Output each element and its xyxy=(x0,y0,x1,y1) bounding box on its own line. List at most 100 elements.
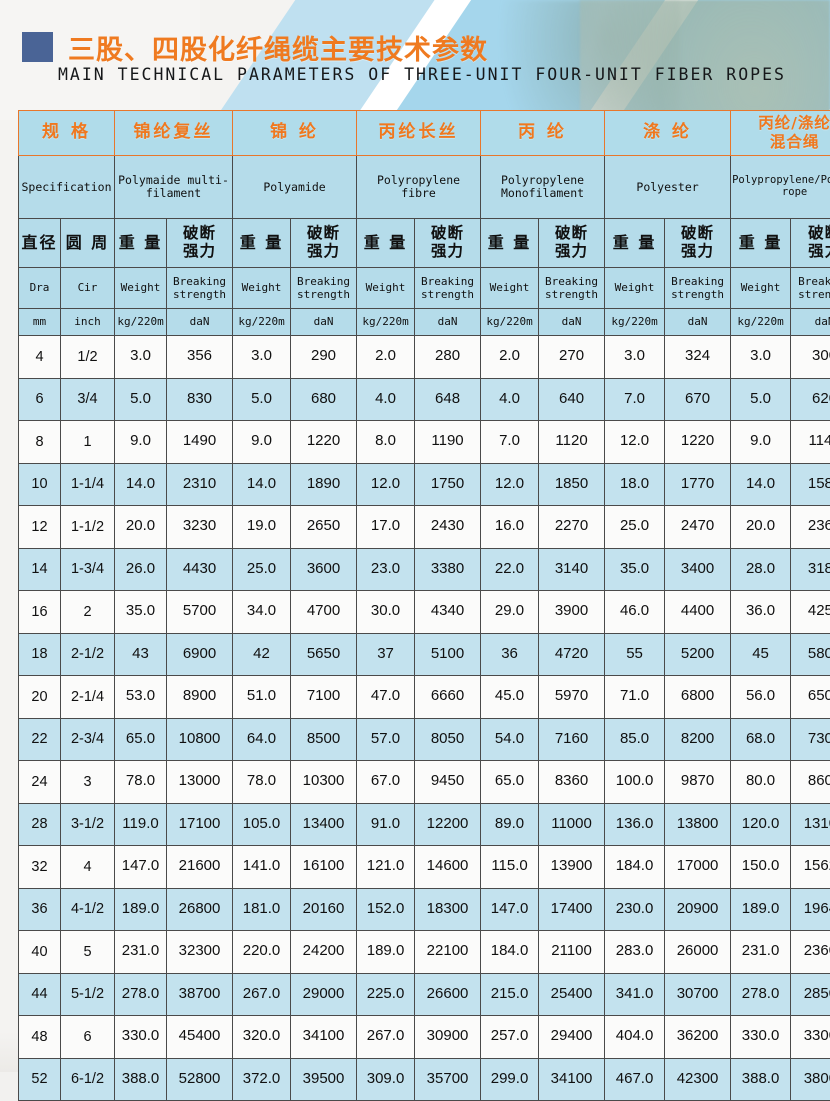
cell-circumference: 3/4 xyxy=(61,378,115,421)
cell-weight-4: 45.0 xyxy=(481,676,539,719)
cell-breaking-strength-5: 5200 xyxy=(665,633,731,676)
cell-weight-5: 100.0 xyxy=(605,761,665,804)
cell-diameter: 10 xyxy=(19,463,61,506)
subheader-en-weight-1: Weight xyxy=(115,268,167,309)
material-en-specification: Specification xyxy=(19,156,115,219)
cell-weight-4: 184.0 xyxy=(481,931,539,974)
cell-breaking-strength-6: 620 xyxy=(791,378,830,421)
cell-breaking-strength-1: 52800 xyxy=(167,1058,233,1101)
cell-circumference: 5 xyxy=(61,931,115,974)
cell-breaking-strength-5: 17000 xyxy=(665,846,731,889)
cell-breaking-strength-1: 830 xyxy=(167,378,233,421)
cell-diameter: 24 xyxy=(19,761,61,804)
cell-breaking-strength-4: 8360 xyxy=(539,761,605,804)
cell-breaking-strength-1: 4430 xyxy=(167,548,233,591)
cell-weight-1: 9.0 xyxy=(115,421,167,464)
cell-breaking-strength-4: 640 xyxy=(539,378,605,421)
cell-breaking-strength-5: 2470 xyxy=(665,506,731,549)
cell-weight-3: 30.0 xyxy=(357,591,415,634)
group-title-polyamide: 锦 纶 xyxy=(233,111,357,156)
table-material-english-row: Specification Polymaide multi-filament P… xyxy=(19,156,830,219)
cell-breaking-strength-4: 25400 xyxy=(539,973,605,1016)
cell-breaking-strength-5: 8200 xyxy=(665,718,731,761)
cell-breaking-strength-4: 21100 xyxy=(539,931,605,974)
subheader-cn-breaking-2: 破断强力 xyxy=(291,219,357,268)
cell-breaking-strength-5: 36200 xyxy=(665,1016,731,1059)
cell-weight-3: 8.0 xyxy=(357,421,415,464)
cell-diameter: 22 xyxy=(19,718,61,761)
cell-breaking-strength-3: 35700 xyxy=(415,1058,481,1101)
cell-weight-4: 89.0 xyxy=(481,803,539,846)
cell-weight-1: 231.0 xyxy=(115,931,167,974)
cell-circumference: 5-1/2 xyxy=(61,973,115,1016)
cell-breaking-strength-6: 6500 xyxy=(791,676,830,719)
cell-breaking-strength-4: 5970 xyxy=(539,676,605,719)
cell-breaking-strength-2: 1220 xyxy=(291,421,357,464)
cell-breaking-strength-2: 5650 xyxy=(291,633,357,676)
cell-breaking-strength-3: 3380 xyxy=(415,548,481,591)
group-title-polyester: 涤 纶 xyxy=(605,111,731,156)
cell-breaking-strength-3: 26600 xyxy=(415,973,481,1016)
cell-breaking-strength-1: 21600 xyxy=(167,846,233,889)
unit-breaking-1: daN xyxy=(167,309,233,336)
cell-breaking-strength-4: 1120 xyxy=(539,421,605,464)
cell-weight-2: 14.0 xyxy=(233,463,291,506)
cell-breaking-strength-5: 670 xyxy=(665,378,731,421)
cell-breaking-strength-6: 28500 xyxy=(791,973,830,1016)
table-subheader-english-row: Dra Cir Weight Breaking strength Weight … xyxy=(19,268,830,309)
cell-breaking-strength-1: 1490 xyxy=(167,421,233,464)
cell-breaking-strength-4: 29400 xyxy=(539,1016,605,1059)
cell-weight-3: 12.0 xyxy=(357,463,415,506)
cell-breaking-strength-5: 13800 xyxy=(665,803,731,846)
cell-breaking-strength-2: 16100 xyxy=(291,846,357,889)
cell-weight-6: 80.0 xyxy=(731,761,791,804)
cell-weight-1: 20.0 xyxy=(115,506,167,549)
cell-weight-4: 16.0 xyxy=(481,506,539,549)
cell-breaking-strength-5: 9870 xyxy=(665,761,731,804)
cell-weight-2: 320.0 xyxy=(233,1016,291,1059)
cell-weight-3: 121.0 xyxy=(357,846,415,889)
unit-diameter: mm xyxy=(19,309,61,336)
cell-breaking-strength-2: 10300 xyxy=(291,761,357,804)
cell-weight-2: 19.0 xyxy=(233,506,291,549)
cell-weight-1: 5.0 xyxy=(115,378,167,421)
cell-weight-2: 78.0 xyxy=(233,761,291,804)
cell-breaking-strength-4: 34100 xyxy=(539,1058,605,1101)
unit-breaking-4: daN xyxy=(539,309,605,336)
cell-circumference: 1-1/4 xyxy=(61,463,115,506)
cell-breaking-strength-3: 1750 xyxy=(415,463,481,506)
unit-weight-2: kg/220m xyxy=(233,309,291,336)
cell-weight-5: 3.0 xyxy=(605,336,665,379)
subheader-cn-diameter: 直径 xyxy=(19,219,61,268)
cell-breaking-strength-1: 10800 xyxy=(167,718,233,761)
cell-weight-5: 136.0 xyxy=(605,803,665,846)
cell-weight-1: 278.0 xyxy=(115,973,167,1016)
cell-breaking-strength-6: 1580 xyxy=(791,463,830,506)
cell-weight-2: 267.0 xyxy=(233,973,291,1016)
cell-circumference: 4-1/2 xyxy=(61,888,115,931)
material-en-mixed-rope: Polypropylene/Polyester/Mixed rope xyxy=(731,156,830,219)
subheader-en-breaking-6: Breaking strength xyxy=(791,268,830,309)
material-en-polyamide: Polyamide xyxy=(233,156,357,219)
cell-breaking-strength-2: 13400 xyxy=(291,803,357,846)
cell-breaking-strength-3: 8050 xyxy=(415,718,481,761)
subheader-en-breaking-3: Breaking strength xyxy=(415,268,481,309)
cell-weight-4: 257.0 xyxy=(481,1016,539,1059)
cell-breaking-strength-2: 39500 xyxy=(291,1058,357,1101)
cell-weight-5: 12.0 xyxy=(605,421,665,464)
cell-weight-1: 147.0 xyxy=(115,846,167,889)
cell-breaking-strength-1: 32300 xyxy=(167,931,233,974)
cell-breaking-strength-3: 6660 xyxy=(415,676,481,719)
cell-breaking-strength-3: 12200 xyxy=(415,803,481,846)
subheader-cn-weight-5: 重 量 xyxy=(605,219,665,268)
cell-diameter: 52 xyxy=(19,1058,61,1101)
cell-breaking-strength-3: 648 xyxy=(415,378,481,421)
cell-breaking-strength-6: 4250 xyxy=(791,591,830,634)
subheader-en-weight-6: Weight xyxy=(731,268,791,309)
cell-breaking-strength-4: 3140 xyxy=(539,548,605,591)
cell-weight-2: 181.0 xyxy=(233,888,291,931)
